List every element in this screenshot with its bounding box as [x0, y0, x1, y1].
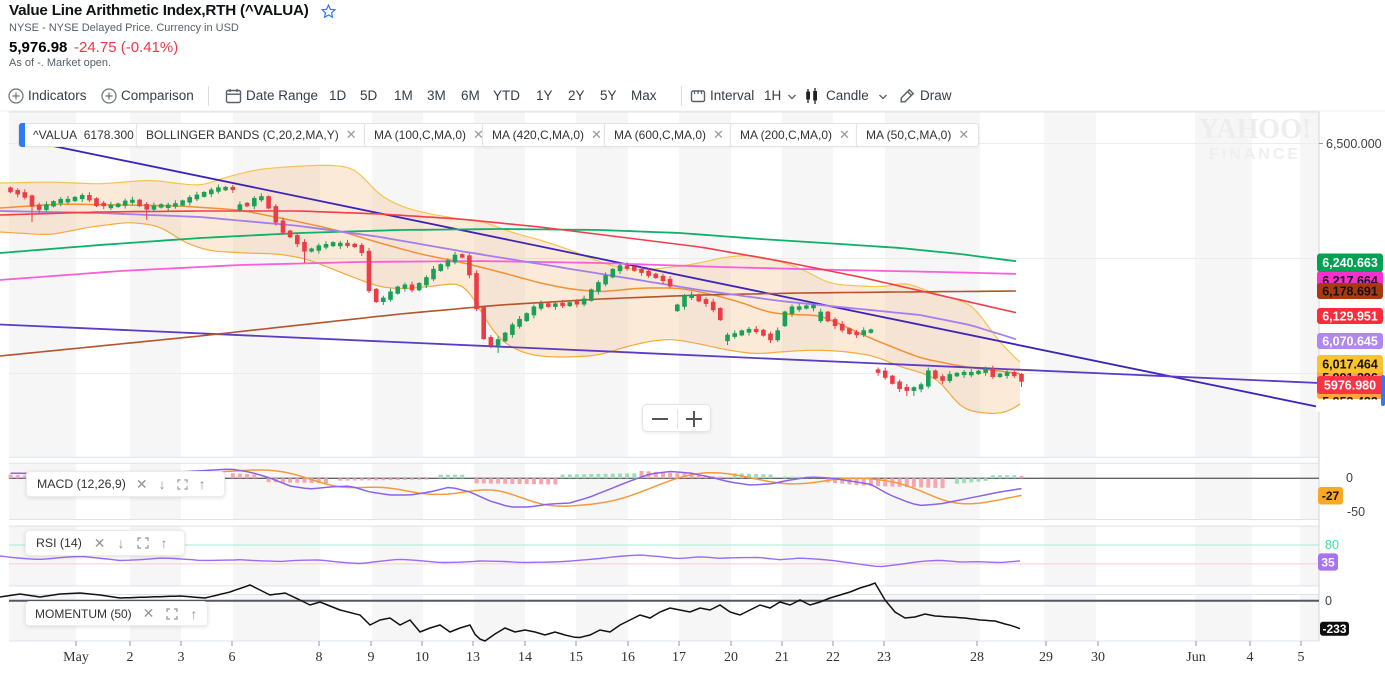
svg-text:22: 22	[826, 650, 840, 665]
svg-text:-27: -27	[1322, 489, 1340, 503]
svg-text:-233: -233	[1322, 622, 1346, 636]
svg-text:5: 5	[1298, 650, 1305, 665]
svg-text:6,500.000: 6,500.000	[1326, 137, 1382, 151]
svg-text:6: 6	[229, 650, 236, 665]
svg-text:8: 8	[316, 650, 323, 665]
svg-text:0: 0	[1346, 471, 1353, 485]
svg-text:30: 30	[1091, 650, 1105, 665]
svg-text:28: 28	[970, 650, 984, 665]
svg-text:6,017.464: 6,017.464	[1322, 358, 1378, 372]
svg-text:5976.980: 5976.980	[1324, 379, 1376, 393]
svg-text:14: 14	[518, 650, 532, 665]
svg-text:6,240.663: 6,240.663	[1322, 256, 1378, 270]
svg-text:16: 16	[621, 650, 635, 665]
svg-text:4: 4	[1247, 650, 1254, 665]
svg-text:6,178.691: 6,178.691	[1322, 285, 1378, 299]
svg-text:0: 0	[1325, 594, 1332, 608]
svg-text:-50: -50	[1347, 505, 1365, 519]
svg-text:29: 29	[1039, 650, 1053, 665]
svg-text:3: 3	[178, 650, 185, 665]
svg-text:Jun: Jun	[1186, 650, 1205, 665]
svg-text:6,070.645: 6,070.645	[1322, 335, 1378, 349]
svg-text:13: 13	[466, 650, 480, 665]
svg-text:35: 35	[1321, 555, 1335, 569]
svg-text:FINANCE: FINANCE	[1209, 146, 1301, 163]
svg-text:80: 80	[1325, 538, 1339, 552]
svg-text:20: 20	[724, 650, 738, 665]
svg-text:23: 23	[877, 650, 891, 665]
svg-text:21: 21	[775, 650, 789, 665]
svg-text:YAHOO!: YAHOO!	[1199, 114, 1312, 145]
svg-text:2: 2	[127, 650, 134, 665]
svg-text:6,129.951: 6,129.951	[1322, 310, 1378, 324]
svg-text:May: May	[63, 650, 89, 665]
svg-text:15: 15	[569, 650, 583, 665]
svg-text:9: 9	[368, 650, 375, 665]
svg-text:10: 10	[415, 650, 429, 665]
svg-text:17: 17	[672, 650, 686, 665]
